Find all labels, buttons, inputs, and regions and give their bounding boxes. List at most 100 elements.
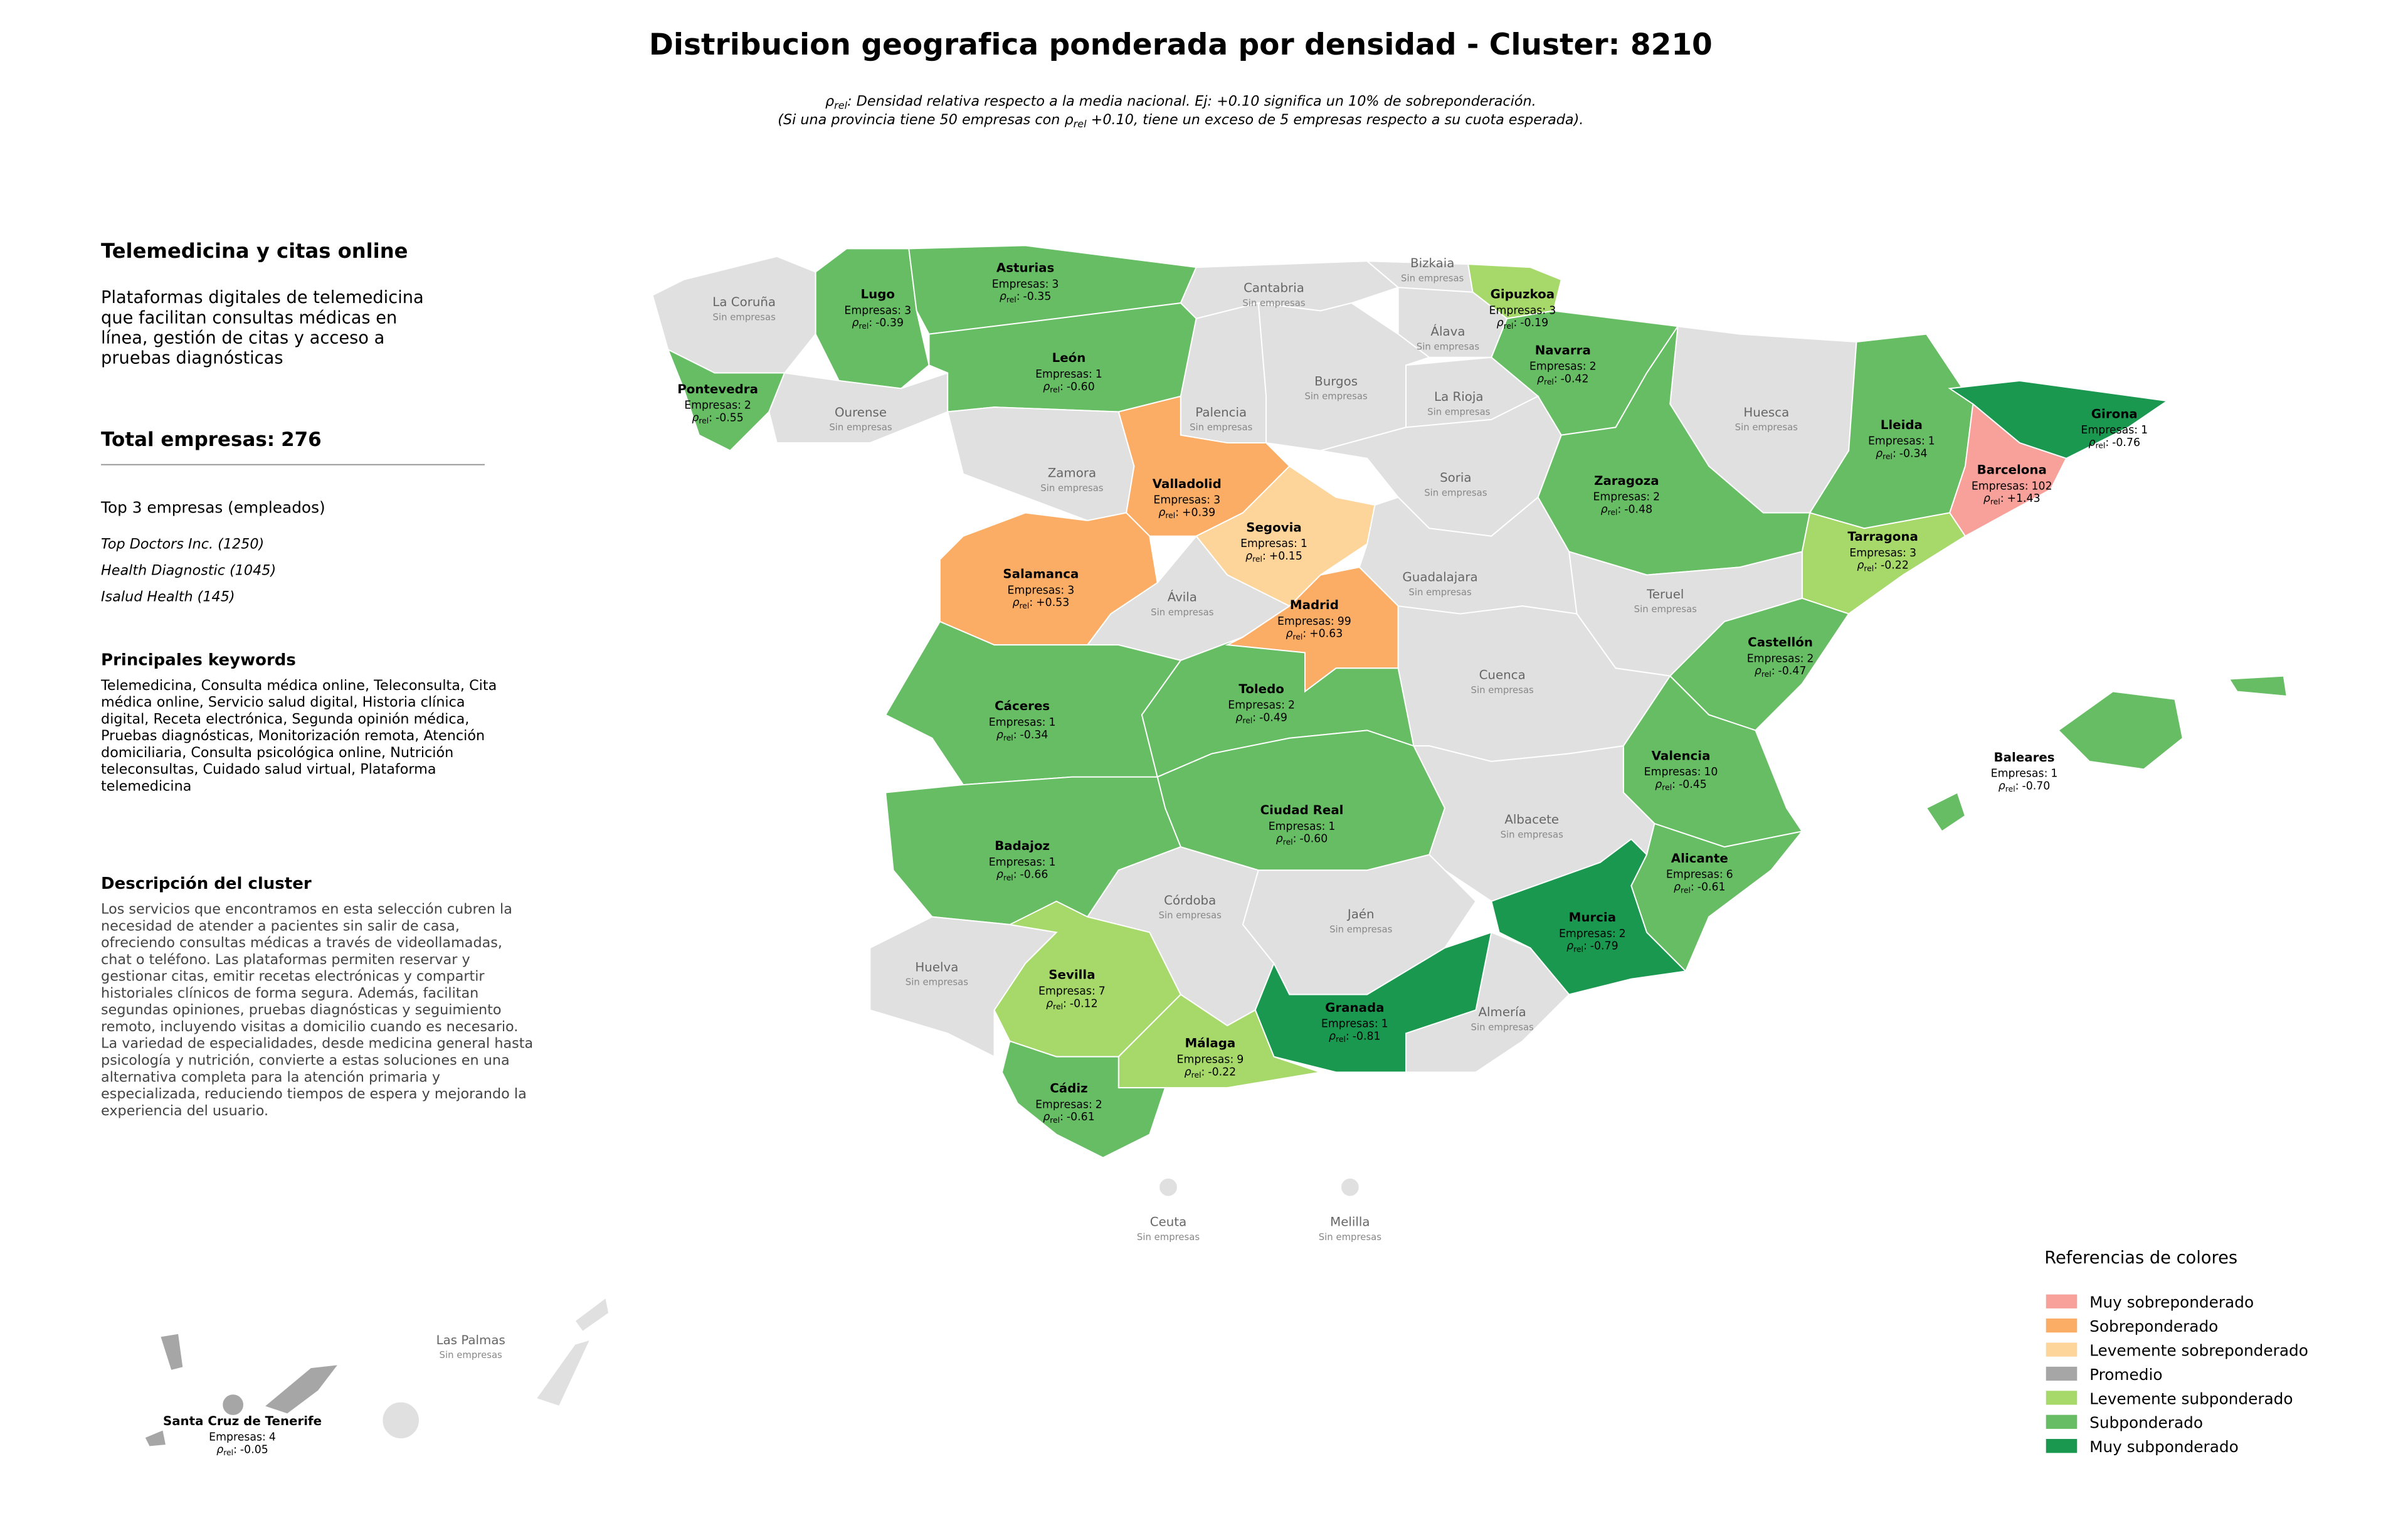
rho-label: ρrel: -0.47 [1755, 665, 1807, 679]
rho-label: ρrel: -0.60 [1043, 381, 1095, 395]
rho-separator: : [1554, 373, 1558, 385]
rho-label: ρrel: -0.79 [1566, 940, 1619, 954]
companies-prefix: Empresas: [1489, 304, 1546, 317]
no-companies: Sin empresas [1190, 422, 1253, 433]
subtitle-text: ρ [825, 93, 834, 109]
rho-symbol: ρ [216, 1443, 223, 1456]
companies-label: Empresas: 99 [1277, 615, 1351, 628]
description-line: gestionar citas, emitir recetas electrón… [101, 968, 485, 985]
companies-value: 2 [1807, 652, 1814, 665]
top-company: Top Doctors Inc. (1250) [101, 536, 264, 553]
no-companies: Sin empresas [1471, 1021, 1534, 1032]
companies-value: 3 [1549, 304, 1556, 317]
companies-value: 10 [1704, 766, 1718, 778]
companies-prefix: Empresas: [1593, 491, 1650, 504]
legend-title: Referencias de colores [2044, 1248, 2237, 1268]
companies-value: 7 [1099, 985, 1106, 998]
companies-prefix: Empresas: [1529, 361, 1587, 373]
no-companies: Sin empresas [1735, 422, 1798, 433]
no-companies: Sin empresas [440, 1349, 503, 1361]
total: Total empresas: 276 [101, 428, 322, 451]
rho-value: -0.47 [1778, 665, 1807, 677]
province-name: Lugo [861, 287, 895, 302]
no-companies: Sin empresas [1424, 487, 1487, 498]
rho-separator: : [2000, 492, 2004, 505]
no-companies: Sin empresas [1634, 603, 1698, 615]
companies-label: Empresas: 3 [1153, 494, 1220, 507]
rho-separator: : [1874, 560, 1877, 572]
rho-label: ρrel: -0.61 [1043, 1111, 1095, 1125]
no-companies: Sin empresas [1401, 272, 1464, 284]
companies-prefix: Empresas: [1277, 615, 1334, 628]
rho-value: +0.63 [1309, 628, 1343, 640]
legend-label: Muy subponderado [2089, 1438, 2239, 1456]
rho-symbol: ρ [1235, 712, 1242, 724]
no-companies: Sin empresas [1329, 923, 1393, 935]
legend-swatch [2046, 1342, 2078, 1357]
province-name: Segovia [1246, 520, 1302, 534]
rho-label: ρrel: +1.43 [1983, 492, 2041, 506]
province-name: Alicante [1671, 851, 1728, 866]
rho-separator: : [1252, 712, 1256, 724]
description-line: La variedad de especialidades, desde med… [101, 1036, 533, 1052]
rho-separator: : [2015, 780, 2019, 793]
rho-value: +0.15 [1269, 550, 1302, 563]
companies-prefix: Empresas: [844, 304, 901, 317]
rho-subscript: rel [2005, 785, 2015, 793]
rho-label: ρrel: +0.53 [1012, 597, 1069, 610]
province [2057, 691, 2184, 770]
companies-value: 3 [1052, 278, 1059, 290]
rho-symbol: ρ [1566, 940, 1573, 953]
companies-label: Empresas: 2 [1529, 361, 1597, 373]
intro-line: Plataformas digitales de telemedicina [101, 288, 424, 307]
sidebar: Telemedicina y citas online Plataformas d… [100, 239, 533, 1119]
province-name: Zamora [1048, 466, 1096, 480]
intro-line: línea, gestión de citas y acceso a [101, 328, 384, 348]
rho-value: -0.55 [716, 411, 744, 424]
rho-label: ρrel: -0.42 [1537, 373, 1589, 386]
rho-value: -0.61 [1067, 1111, 1095, 1123]
companies-prefix: Empresas: [1868, 435, 1925, 448]
province-name: Sevilla [1048, 968, 1095, 982]
province-name: Girona [2091, 406, 2138, 421]
rho-subscript: rel [2095, 442, 2105, 450]
rho-label: ρrel: -0.61 [1674, 881, 1726, 895]
subtitle-text: (Si una provincia tiene 50 empresas con [778, 112, 1064, 128]
rho-symbol: ρ [996, 869, 1003, 881]
province-name: Castellón [1748, 635, 1813, 650]
top-heading: Top 3 empresas (empleados) [100, 499, 325, 517]
subtitle-subscript: rel [834, 99, 848, 111]
companies-label: Empresas: 2 [1747, 652, 1814, 665]
companies-prefix: Empresas: [1228, 699, 1285, 712]
legend-swatch [2046, 1318, 2078, 1333]
rho-value: -0.22 [1881, 560, 1909, 572]
companies-label: Empresas: 10 [1644, 766, 1718, 778]
companies-prefix: Empresas: [1644, 766, 1701, 778]
rho-subscript: rel [1504, 322, 1514, 331]
province-name: Ourense [835, 405, 887, 420]
rho-value: -0.70 [2022, 780, 2050, 793]
no-companies: Sin empresas [1471, 684, 1534, 696]
rho-separator: : [1293, 833, 1297, 846]
rho-value: -0.05 [240, 1443, 268, 1456]
rho-symbol: ρ [1655, 778, 1662, 791]
rho-value: -0.34 [1899, 447, 1928, 460]
rho-separator: : [1060, 1111, 1064, 1123]
rho-symbol: ρ [1999, 780, 2005, 793]
no-companies: Sin empresas [1408, 586, 1472, 598]
rho-symbol: ρ [1185, 1066, 1191, 1078]
companies-prefix: Empresas: [1177, 1054, 1234, 1066]
companies-prefix: Empresas: [2081, 424, 2138, 437]
no-companies: Sin empresas [1304, 391, 1368, 402]
province-name: La Coruña [712, 295, 776, 309]
rho-label: ρrel: -0.05 [216, 1443, 268, 1457]
companies-prefix: Empresas: [1666, 869, 1723, 881]
rho-value: +1.43 [2007, 492, 2041, 505]
companies-value: 99 [1338, 615, 1351, 628]
rho-subscript: rel [1293, 632, 1303, 641]
description-line: alternativa completa para la atención pr… [101, 1069, 440, 1085]
legend-swatch [2046, 1391, 2078, 1405]
rho-subscript: rel [1050, 386, 1060, 395]
